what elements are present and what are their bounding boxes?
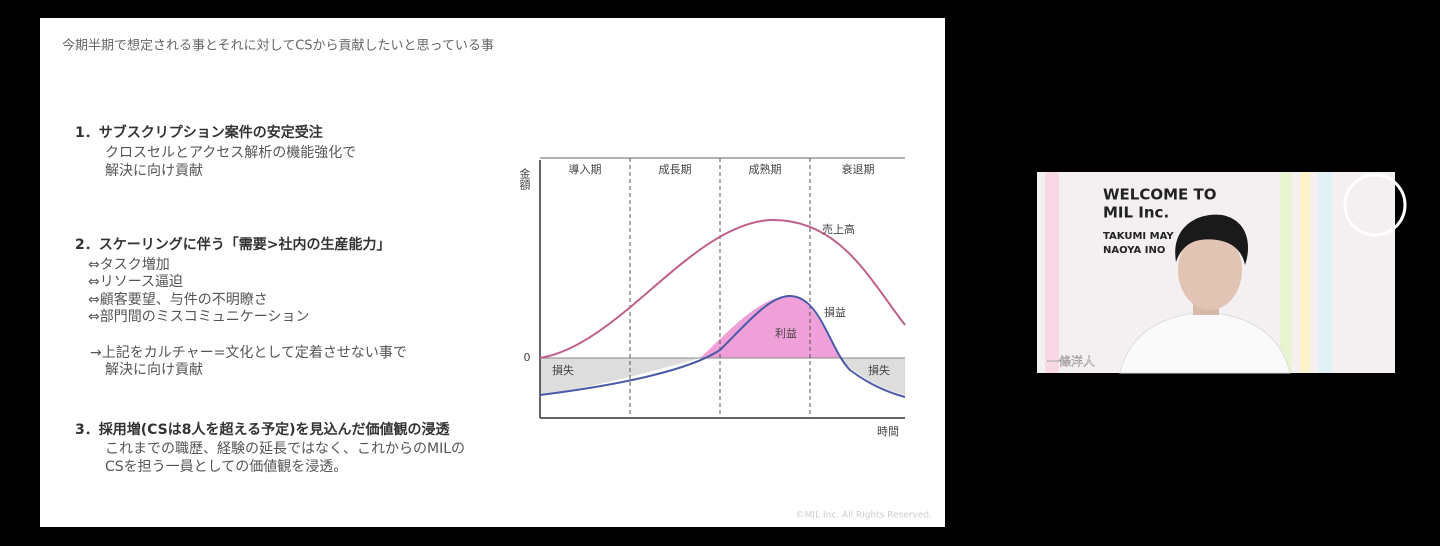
phase-label: 成熟期 <box>749 162 782 176</box>
x-axis-label: 時間 <box>877 425 899 438</box>
item-heading: 3．採用増(CSは8人を超える予定)を見込んだ価値観の浸透 <box>75 421 450 438</box>
banner-name: NAOYA INO <box>1103 245 1165 256</box>
participant-name: 一條洋人 <box>1047 354 1095 369</box>
item-line: これまでの職歴、経験の延長ではなく、これからのMILの <box>105 441 465 457</box>
item-line: 解決に向け貢献 <box>105 163 203 179</box>
item-heading: 2．スケーリングに伴う「需要>社内の生産能力」 <box>75 236 390 253</box>
phase-label: 衰退期 <box>842 162 875 176</box>
banner-name: TAKUMI MAY <box>1103 231 1174 242</box>
video-tile <box>1037 172 1407 374</box>
item-line: ⇔タスク増加 <box>88 257 170 273</box>
phase-label: 導入期 <box>569 162 602 176</box>
copyright: ©MIL Inc. All Rights Reserved. <box>796 511 932 521</box>
slide-title: 今期半期で想定される事とそれに対してCSから貢献したいと思っている事 <box>62 38 494 54</box>
area-label: 利益 <box>775 326 797 340</box>
banner-line: MIL Inc. <box>1103 204 1169 222</box>
lifecycle-diagram <box>539 157 906 419</box>
curve-label: 売上高 <box>822 222 855 236</box>
slide <box>40 18 945 527</box>
curve-label: 損益 <box>824 305 846 319</box>
y-axis-label: 金額 <box>518 167 531 191</box>
item-heading: 1．サブスクリプション案件の安定受注 <box>75 124 323 141</box>
item-line: ⇔リソース逼迫 <box>88 274 183 290</box>
area-label: 損失 <box>868 363 890 377</box>
item-line: ⇔顧客要望、与件の不明瞭さ <box>88 291 268 308</box>
item-line: クロスセルとアクセス解析の機能強化で <box>105 145 356 161</box>
item-line: ⇔部門間のミスコミュニケーション <box>88 309 309 325</box>
area-label: 損失 <box>552 363 574 377</box>
phase-label: 成長期 <box>659 163 692 176</box>
banner-line: WELCOME TO <box>1103 186 1217 204</box>
item-line: →上記をカルチャー=文化として定着させない事で <box>90 344 407 361</box>
item-line: CSを担う一員としての価値観を浸透。 <box>105 458 347 475</box>
zero-label: 0 <box>524 351 531 364</box>
item-line: 解決に向け貢献 <box>105 362 203 378</box>
